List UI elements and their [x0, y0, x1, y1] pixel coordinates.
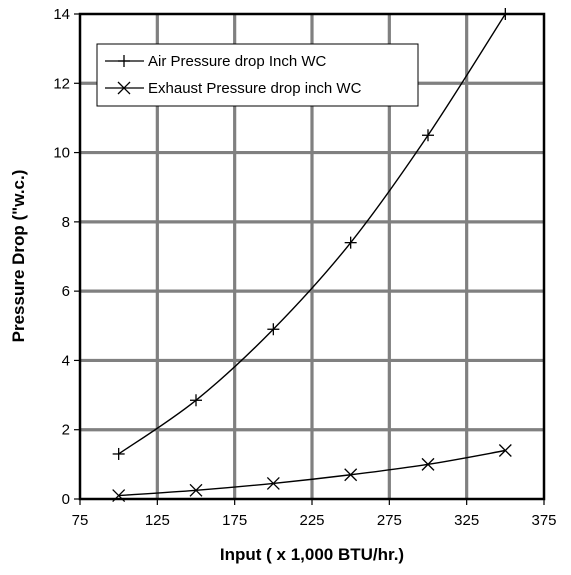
axis-ticks: 75 125 175 225 275 325 375 0 2 4 6 8 10 12 14	[53, 6, 556, 529]
legend-marker-air	[118, 55, 130, 67]
data-point-marker	[267, 323, 280, 336]
data-point-marker	[344, 236, 357, 249]
y-tick-label: 4	[62, 352, 70, 369]
x-tick-label: 275	[377, 512, 402, 529]
y-tick-label: 14	[53, 6, 70, 23]
series-line-1	[118, 449, 506, 497]
data-point-marker	[189, 483, 203, 497]
data-point-marker	[499, 8, 512, 20]
data-point-marker	[422, 129, 434, 142]
legend-label-air: Air Pressure drop Inch WC	[148, 53, 327, 70]
x-tick-label: 375	[531, 512, 556, 529]
y-tick-label: 8	[62, 214, 70, 231]
y-tick-label: 12	[53, 75, 70, 92]
series-group	[112, 8, 512, 502]
x-tick-label: 125	[145, 512, 170, 529]
y-tick-label: 6	[62, 283, 70, 300]
x-tick-label: 75	[72, 512, 89, 529]
data-point-marker	[112, 447, 125, 460]
x-tick-label: 225	[299, 512, 324, 529]
legend-marker-exhaust	[117, 81, 131, 95]
data-point-marker	[266, 476, 280, 490]
y-tick-label: 2	[62, 422, 70, 439]
legend-label-exhaust: Exhaust Pressure drop inch WC	[148, 80, 362, 97]
data-point-marker	[421, 457, 435, 471]
legend-entry-air: Air Pressure drop Inch WC	[105, 53, 327, 70]
y-tick-label: 10	[53, 145, 70, 162]
data-point-marker	[112, 489, 126, 502]
legend-entry-exhaust: Exhaust Pressure drop inch WC	[105, 80, 362, 97]
legend-x-marker	[117, 81, 131, 95]
data-point-marker	[190, 394, 202, 407]
x-axis-title: Input ( x 1,000 BTU/hr.)	[220, 545, 404, 564]
data-point-marker	[344, 468, 358, 482]
legend: Air Pressure drop Inch WC Exhaust Pressu…	[96, 43, 419, 107]
y-tick-label: 0	[62, 491, 70, 508]
legend-plus-marker	[118, 55, 130, 67]
x-tick-label: 175	[222, 512, 247, 529]
x-tick-label: 325	[454, 512, 479, 529]
legend-box	[96, 43, 419, 107]
y-axis-title: Pressure Drop ("w.c.)	[9, 170, 28, 343]
data-point-marker	[498, 444, 512, 457]
